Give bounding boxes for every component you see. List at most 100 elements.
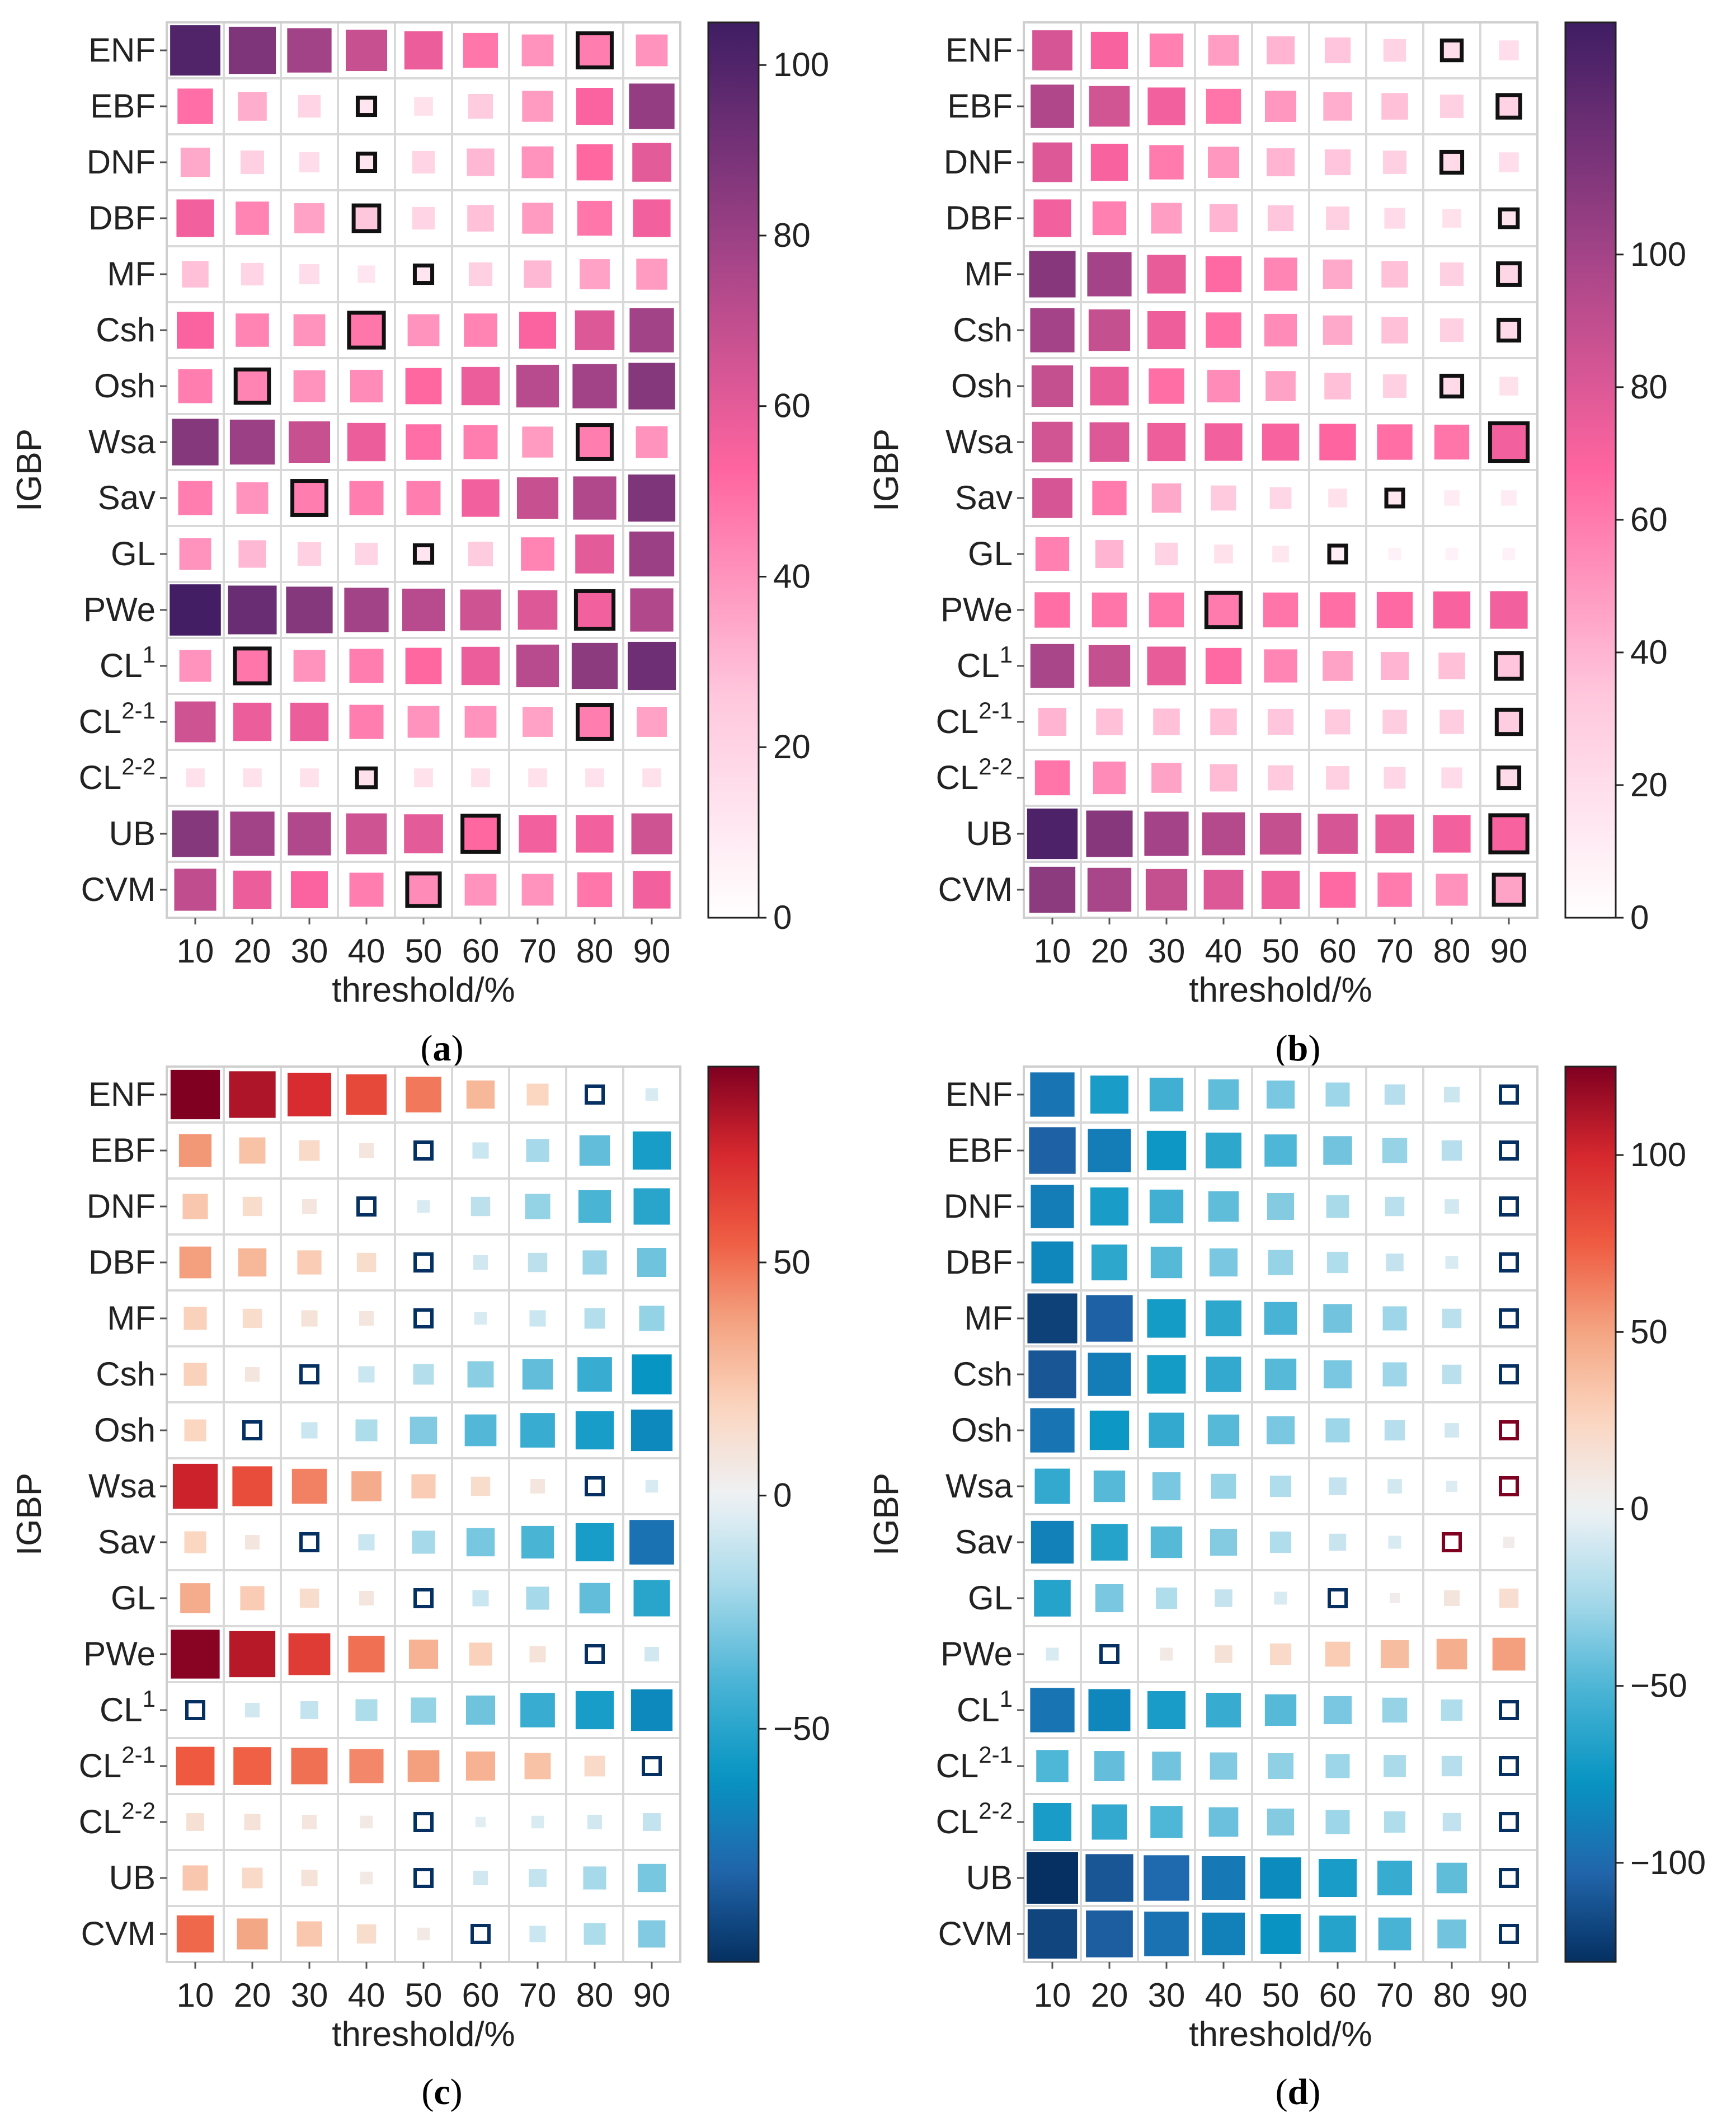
cell-c-0-3 (346, 1074, 387, 1115)
cell-a-9-3 (355, 542, 378, 566)
cell-b-4-6 (1381, 261, 1408, 288)
cell-b-11-0 (1030, 644, 1075, 688)
cell-c-3-0 (179, 1246, 211, 1279)
colorbar-tick-label: 40 (773, 557, 811, 595)
cell-d-3-1 (1091, 1244, 1128, 1281)
cell-b-3-0 (1033, 199, 1071, 237)
cell-c-4-6 (529, 1310, 546, 1327)
y-tick-label: Osh (951, 1411, 1013, 1449)
y-tick-label: CL2-2 (936, 753, 1013, 796)
grid-cell (1308, 749, 1367, 807)
cell-b-4-1 (1087, 252, 1132, 297)
cell-c-3-2 (297, 1250, 322, 1275)
y-tick-label: Sav (955, 1523, 1013, 1561)
cell-d-10-0 (1046, 1647, 1059, 1661)
cell-b-14-0 (1027, 808, 1078, 860)
cell-b-5-5 (1323, 315, 1353, 345)
cell-b-0-4 (1266, 36, 1295, 65)
cell-d-0-5 (1325, 1082, 1350, 1107)
cell-a-12-6 (523, 707, 553, 737)
y-tick-label: PWe (940, 1635, 1013, 1673)
cell-a-11-7 (571, 642, 618, 689)
panel-label: (c) (421, 2072, 462, 2112)
cell-b-1-3 (1206, 88, 1241, 124)
grid-cell (166, 1233, 225, 1292)
colorbar-tick-label: 20 (1630, 766, 1668, 804)
cell-d-12-1 (1094, 1751, 1125, 1781)
cell-b-2-5 (1324, 149, 1351, 176)
cell-d-14-6 (1377, 1861, 1412, 1895)
cell-a-12-8 (637, 707, 667, 737)
cell-a-12-3 (349, 705, 384, 739)
cell-a-0-0 (170, 25, 220, 76)
cell-b-9-4 (1272, 546, 1289, 562)
y-tick-label: Osh (94, 1411, 156, 1449)
cell-b-5-6 (1381, 317, 1408, 344)
x-tick-label: 70 (519, 1976, 557, 2014)
cell-c-1-5 (472, 1142, 489, 1159)
cell-b-6-6 (1383, 374, 1406, 398)
cell-a-2-8 (632, 143, 671, 182)
colorbar-tick-label: 0 (773, 1477, 792, 1514)
cell-c-9-6 (526, 1586, 549, 1610)
cell-c-10-8 (644, 1646, 660, 1662)
y-tick-label: EBF (947, 87, 1013, 125)
cell-a-4-7 (580, 259, 610, 289)
x-tick-label: 30 (291, 932, 328, 970)
cell-c-5-3 (358, 1366, 375, 1383)
cell-b-10-0 (1034, 592, 1070, 628)
x-tick-label: 60 (1319, 1976, 1357, 2014)
highlight-cell-a-0-7 (576, 31, 614, 69)
cell-a-1-7 (576, 88, 613, 125)
cell-d-1-6 (1382, 1138, 1408, 1163)
cell-d-2-7 (1445, 1199, 1459, 1214)
cell-d-13-1 (1092, 1804, 1127, 1840)
cell-d-9-6 (1389, 1593, 1400, 1604)
cell-b-0-5 (1324, 37, 1351, 64)
cell-d-9-1 (1095, 1584, 1124, 1613)
cell-c-2-4 (417, 1200, 430, 1213)
y-tick-label: CL2-1 (936, 1741, 1013, 1785)
cell-b-14-2 (1144, 811, 1189, 856)
grid-cell (337, 1177, 396, 1236)
x-tick-label: 70 (1376, 1976, 1414, 2014)
cell-b-6-5 (1324, 373, 1351, 400)
cell-a-2-2 (299, 152, 319, 172)
cell-b-7-5 (1319, 424, 1356, 461)
cell-d-15-4 (1260, 1914, 1301, 1954)
cell-d-2-6 (1385, 1196, 1405, 1217)
cell-a-2-7 (576, 144, 613, 181)
cell-a-7-2 (288, 421, 331, 463)
cell-a-0-8 (636, 34, 668, 67)
cell-d-2-4 (1267, 1192, 1295, 1220)
cell-c-3-7 (582, 1250, 607, 1275)
cell-d-1-2 (1146, 1130, 1187, 1171)
cell-a-14-0 (172, 810, 219, 857)
cell-d-4-0 (1027, 1293, 1078, 1344)
cell-b-15-1 (1087, 867, 1132, 912)
cell-c-13-0 (186, 1813, 204, 1831)
cell-c-15-6 (529, 1926, 546, 1942)
cell-b-15-7 (1436, 874, 1468, 906)
x-axis-title: threshold/% (1189, 2015, 1372, 2054)
cell-a-2-0 (180, 147, 210, 177)
x-tick-label: 80 (576, 932, 614, 970)
x-tick-label: 60 (462, 1976, 500, 2014)
x-tick-label: 70 (519, 932, 557, 970)
cell-d-2-0 (1031, 1185, 1074, 1228)
cell-c-13-6 (531, 1815, 544, 1829)
cell-d-11-3 (1206, 1693, 1241, 1727)
cell-b-10-6 (1376, 591, 1413, 628)
panel-label: (b) (1276, 1028, 1321, 1069)
highlight-cell-b-8-6 (1384, 487, 1405, 509)
cell-a-1-6 (522, 91, 553, 122)
cell-a-6-3 (350, 369, 383, 403)
cell-a-3-7 (577, 200, 613, 236)
cell-b-4-5 (1323, 259, 1353, 289)
cell-d-14-2 (1144, 1855, 1189, 1901)
cell-c-11-5 (465, 1695, 496, 1725)
cell-b-5-0 (1030, 308, 1075, 353)
highlight-cell-c-9-4 (413, 1588, 434, 1608)
cell-d-7-2 (1152, 1472, 1181, 1501)
cell-b-13-1 (1093, 761, 1126, 795)
